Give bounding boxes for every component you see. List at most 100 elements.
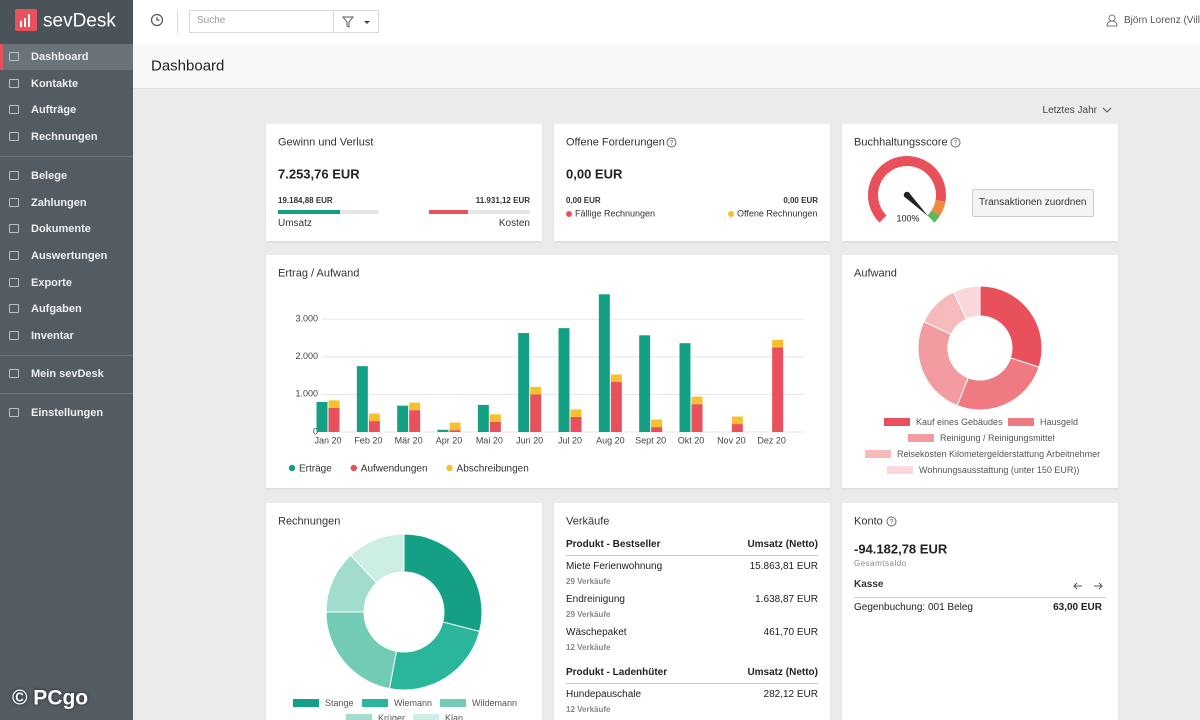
product-name[interactable]: Miete Ferienwohnung	[566, 561, 663, 572]
filter-button[interactable]	[333, 10, 379, 33]
period-select[interactable]: Letztes Jahr	[1042, 105, 1097, 116]
product-count: 12 Verkäufe	[566, 643, 611, 652]
nav-item[interactable]: Inventar	[0, 323, 133, 349]
legend-label[interactable]: Hausgeld	[1040, 417, 1078, 427]
bar	[651, 419, 663, 428]
page-title: Dashboard	[151, 57, 225, 75]
gauge-label: 100%	[896, 213, 919, 223]
bar	[598, 294, 610, 432]
legend-label[interactable]: Abschreibungen	[457, 464, 529, 475]
nav-icon	[9, 198, 19, 207]
bar	[328, 400, 340, 408]
info-icon[interactable]: ?	[886, 516, 897, 527]
user-name[interactable]: Björn Lorenz (Villa	[1124, 15, 1200, 26]
donut-chart: Stange Wiemann Wildemann Krüger Klan	[293, 533, 517, 720]
table-rule	[566, 683, 818, 684]
x-tick-label: Dez 20	[757, 435, 786, 445]
gauge-arc	[868, 156, 946, 223]
legend-label[interactable]: Kauf eines Gebäudes	[916, 417, 1003, 427]
info-icon[interactable]: ?	[950, 137, 961, 148]
product-name[interactable]: Hundepauschale	[566, 689, 642, 700]
nav-item[interactable]: Dashboard	[0, 44, 133, 70]
bar	[651, 427, 663, 432]
history-icon[interactable]	[150, 13, 164, 27]
nav-item[interactable]: Aufträge	[0, 97, 133, 123]
table-rule	[566, 555, 818, 556]
bar	[639, 335, 651, 432]
brand-name[interactable]: sevDesk	[43, 10, 116, 32]
nav-item[interactable]: Mein sevDesk	[0, 361, 133, 387]
donut-segment	[325, 611, 398, 690]
x-tick-label: Jul 20	[558, 435, 582, 445]
legend-swatch	[908, 434, 934, 442]
bar	[530, 394, 542, 432]
legend-label[interactable]: Wiemann	[394, 698, 432, 708]
bar	[489, 421, 501, 432]
balance-label: Gesamtsaldo	[854, 559, 907, 568]
costs-amount: 11.931,12 EUR	[475, 196, 530, 205]
bar	[489, 414, 501, 422]
pager-arrows[interactable]	[1072, 581, 1106, 591]
bar	[772, 347, 784, 432]
nav-item[interactable]: Belege	[0, 163, 133, 189]
legend-label[interactable]: Wohnungsausstattung (unter 150 EUR))	[919, 465, 1079, 475]
nav-item[interactable]: Zahlungen	[0, 190, 133, 216]
legend-dot	[350, 464, 357, 472]
legend-label[interactable]: Stange	[325, 698, 354, 708]
revenue-amount: 19.184,88 EUR	[278, 196, 333, 205]
product-name[interactable]: Endreinigung	[566, 594, 625, 605]
bar	[731, 416, 743, 425]
nav-item[interactable]: Dokumente	[0, 216, 133, 242]
bar	[570, 416, 582, 432]
y-tick-label: 1.000	[295, 389, 318, 399]
filter-icon	[342, 16, 370, 28]
legend-label[interactable]: Erträge	[299, 464, 332, 475]
info-icon[interactable]: ?	[666, 137, 677, 148]
nav-label: Exporte	[31, 277, 72, 289]
brand-logo[interactable]	[15, 9, 37, 31]
nav-icon	[9, 369, 19, 378]
y-tick-label: 3.000	[295, 313, 318, 323]
legend-dot	[566, 211, 572, 217]
nav-item[interactable]: Einstellungen	[0, 400, 133, 426]
x-tick-label: Nov 20	[717, 435, 746, 445]
legend-label[interactable]: Wildemann	[472, 698, 517, 708]
legend-swatch	[865, 450, 891, 458]
due-amount: 0,00 EUR	[566, 196, 601, 205]
legend-label[interactable]: Aufwendungen	[361, 464, 428, 475]
nav-icon	[9, 105, 19, 114]
nav-label: Aufgaben	[31, 303, 82, 315]
bar	[530, 386, 542, 395]
assign-button[interactable]	[972, 189, 1094, 217]
nav-separator	[0, 393, 133, 394]
legend-label[interactable]: Reinigung / Reinigungsmittel	[940, 433, 1055, 443]
nav-item[interactable]: Aufgaben	[0, 296, 133, 322]
x-tick-label: Mai 20	[476, 435, 503, 445]
bar	[691, 404, 703, 432]
product-name[interactable]: Wäschepaket	[566, 627, 627, 638]
legend-label[interactable]: Klan	[445, 713, 463, 720]
bar	[691, 396, 703, 405]
account-section: Kasse	[854, 579, 884, 590]
product-amount: 461,70 EUR	[763, 627, 818, 638]
bar	[397, 405, 409, 432]
card-receivables	[554, 124, 830, 241]
legend-label[interactable]: Krüger	[378, 713, 405, 720]
x-tick-label: Okt 20	[678, 435, 705, 445]
bar	[679, 343, 691, 432]
nav-item[interactable]: Rechnungen	[0, 124, 133, 150]
nav-item[interactable]: Exporte	[0, 270, 133, 296]
bar	[772, 339, 784, 348]
nav-item[interactable]: Kontakte	[0, 71, 133, 97]
nav-item[interactable]: Auswertungen	[0, 243, 133, 269]
legend-label[interactable]: Reisekosten Kilometergelderstattung Arbe…	[897, 449, 1100, 459]
booking-amount: 63,00 EUR	[1053, 602, 1102, 613]
booking-name[interactable]: Gegenbuchung: 001 Beleg	[854, 602, 973, 613]
costs-label: Kosten	[498, 218, 530, 229]
card-account	[842, 503, 1118, 720]
nav-label: Dashboard	[31, 51, 89, 63]
button-label[interactable]: Transaktionen zuordnen	[979, 197, 1087, 208]
table-header: Umsatz (Netto)	[747, 667, 818, 678]
nav-icon	[9, 79, 19, 88]
bar	[409, 402, 421, 411]
